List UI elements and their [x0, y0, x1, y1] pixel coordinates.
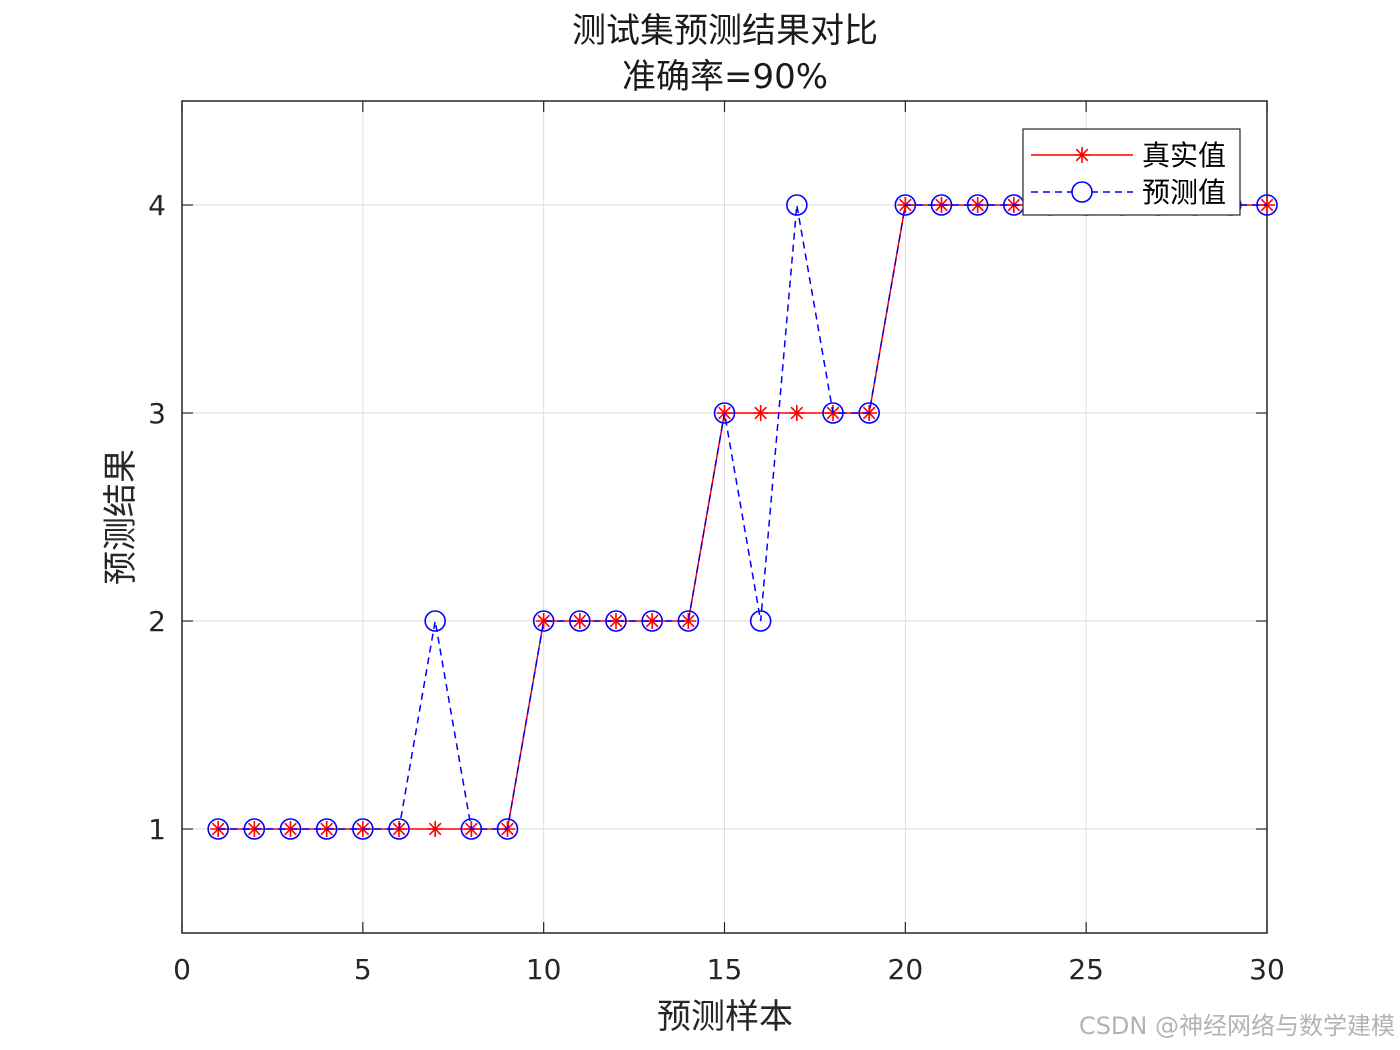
legend-marker-asterisk — [1074, 147, 1090, 163]
asterisk-marker-strokes — [680, 613, 697, 629]
data-point-asterisk — [535, 613, 552, 629]
legend-item: 预测值 — [1031, 176, 1226, 209]
asterisk-marker-strokes — [752, 405, 769, 421]
data-point-circle — [641, 610, 663, 632]
data-point-asterisk — [427, 821, 444, 837]
data-point-circle — [532, 610, 555, 632]
data-point-circle — [677, 610, 700, 632]
data-point-asterisk — [644, 613, 661, 629]
data-point-circle — [822, 402, 844, 424]
data-point-circle — [713, 402, 736, 424]
x-tick-label: 15 — [707, 953, 743, 986]
y-tick-label: 1 — [148, 813, 166, 846]
data-point-asterisk — [608, 613, 624, 629]
data-point-circle — [243, 818, 266, 840]
data-point-circle — [279, 818, 302, 840]
asterisk-marker-strokes — [608, 613, 624, 629]
data-point-circle — [605, 610, 627, 632]
chart-title: 测试集预测结果对比 — [572, 11, 878, 51]
legend-box — [1022, 128, 1241, 216]
chart-subtitle: 准确率=90% — [622, 57, 828, 97]
data-point-asterisk — [788, 405, 805, 421]
axis-ticks: 0 5 10 15 20 25 30 1 2 3 4 — [148, 101, 1285, 986]
data-point-circle — [424, 610, 446, 632]
series-layer — [207, 194, 1278, 840]
y-axis-label: 预测结果 — [101, 449, 141, 585]
asterisk-marker-strokes — [644, 613, 661, 629]
y-tick-label: 3 — [148, 397, 166, 430]
legend-marker-circle — [1071, 181, 1093, 203]
x-tick-label: 5 — [354, 953, 372, 986]
asterisk-marker-strokes — [210, 821, 227, 837]
x-tick-label: 10 — [526, 953, 562, 986]
asterisk-marker-strokes — [1074, 147, 1090, 163]
data-point-circle — [569, 610, 591, 632]
legend-item: 真实值 — [1031, 139, 1226, 172]
data-point-circle — [315, 818, 338, 840]
data-point-asterisk — [680, 613, 697, 629]
x-tick-label: 0 — [173, 953, 191, 986]
y-tick-label: 2 — [148, 605, 166, 638]
data-point-circle — [207, 818, 229, 840]
data-point-circle — [749, 610, 772, 632]
data-point-circle — [388, 818, 410, 840]
data-point-circle — [352, 818, 374, 840]
x-tick-label: 25 — [1068, 953, 1104, 986]
data-point-circle — [930, 194, 953, 216]
asterisk-marker-strokes — [427, 821, 444, 837]
data-point-asterisk — [752, 405, 769, 421]
asterisk-marker-strokes — [571, 613, 588, 629]
legend-label: 预测值 — [1142, 176, 1226, 209]
x-tick-label: 30 — [1249, 953, 1285, 986]
asterisk-marker-strokes — [788, 405, 805, 421]
series-line — [218, 204, 1267, 830]
data-point-asterisk — [571, 613, 588, 629]
data-point-asterisk — [210, 821, 227, 837]
data-point-circle — [858, 402, 880, 424]
series-2 — [207, 194, 1278, 840]
legend-label: 真实值 — [1142, 139, 1226, 172]
data-point-circle — [786, 194, 808, 216]
data-point-circle — [460, 818, 483, 840]
data-point-circle — [496, 818, 519, 840]
asterisk-marker-strokes — [535, 613, 552, 629]
y-tick-label: 4 — [148, 189, 166, 222]
data-point-circle — [1256, 194, 1278, 216]
x-axis-label: 预测样本 — [657, 997, 793, 1037]
x-tick-label: 20 — [888, 953, 924, 986]
data-point-circle — [966, 194, 989, 216]
watermark: CSDN @神经网络与数学建模 — [1079, 1012, 1395, 1040]
grid-lines — [181, 101, 1268, 933]
data-point-circle — [894, 194, 917, 216]
